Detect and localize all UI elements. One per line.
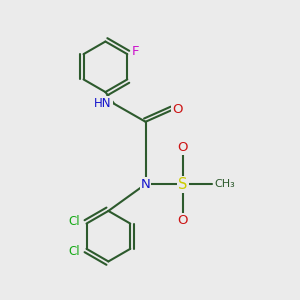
Text: S: S	[178, 177, 188, 192]
Text: Cl: Cl	[68, 215, 80, 228]
Text: Cl: Cl	[68, 245, 80, 258]
Text: F: F	[132, 45, 140, 58]
Text: O: O	[177, 141, 188, 154]
Text: O: O	[177, 214, 188, 227]
Text: O: O	[172, 103, 183, 116]
Text: HN: HN	[94, 98, 112, 110]
Text: CH₃: CH₃	[215, 179, 236, 189]
Text: N: N	[141, 178, 150, 191]
